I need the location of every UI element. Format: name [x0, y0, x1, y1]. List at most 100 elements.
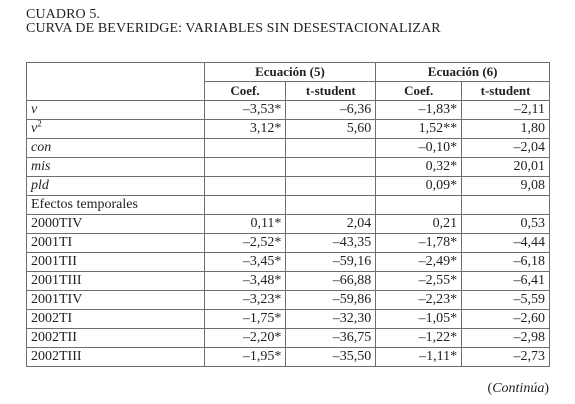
- table-cell: 5,60: [285, 119, 377, 139]
- continued-label: Continúa: [492, 381, 545, 396]
- table-cell: [285, 157, 377, 177]
- header-corner-cell: [26, 62, 205, 101]
- row-label: 2001TI: [26, 233, 205, 253]
- continued-note: (Continúa): [488, 381, 549, 397]
- table-row: Efectos temporales: [26, 195, 550, 215]
- table-row: 2001TIV –3,23* –59,86 –2,23* –5,59: [26, 290, 550, 310]
- table-row: 2001TIII –3,48* –66,88 –2,55* –6,41: [26, 271, 550, 291]
- table-cell: –35,50: [285, 347, 377, 367]
- subheader-tstudent-eq6: t-student: [461, 81, 550, 101]
- table-cell: 0,32*: [375, 157, 463, 177]
- table-cell: –2,60: [461, 309, 550, 329]
- table-row: v –3,53* –6,36 –1,83* –2,11: [26, 100, 550, 120]
- table-row: con –0,10* –2,04: [26, 138, 550, 158]
- table-cell: 1,80: [461, 119, 550, 139]
- table-cell: –0,10*: [375, 138, 463, 158]
- table-cell: –1,22*: [375, 328, 463, 348]
- row-label: 2002TI: [26, 309, 205, 329]
- table-row: v2 3,12* 5,60 1,52** 1,80: [26, 118, 550, 139]
- table-cell: [285, 195, 377, 215]
- subheader-coef-eq6: Coef.: [375, 81, 463, 101]
- table-cell: [285, 176, 377, 196]
- row-label: 2001TII: [26, 252, 205, 272]
- row-label-text: 2002TIII: [31, 349, 82, 364]
- row-label: 2002TII: [26, 328, 205, 348]
- table-cell: –43,35: [285, 233, 377, 253]
- row-label: 2002TIII: [26, 347, 205, 367]
- table-cell: 0,09*: [375, 176, 463, 196]
- table-cell: –2,98: [461, 328, 550, 348]
- subheader-coef-eq5: Coef.: [203, 81, 287, 101]
- table-cell: –6,18: [461, 252, 550, 272]
- table-cell: [461, 195, 550, 215]
- table-cell: –1,95*: [203, 347, 287, 367]
- table-cell: –1,11*: [375, 347, 463, 367]
- row-label-text: 2001TII: [31, 254, 77, 269]
- table-cell: –2,11: [461, 100, 550, 120]
- table-cell: –66,88: [285, 271, 377, 291]
- continued-open-paren: (: [487, 381, 493, 396]
- table-title: CURVA DE BEVERIDGE: VARIABLES SIN DESEST…: [26, 21, 441, 36]
- row-label-text: v: [31, 102, 38, 117]
- continued-close-paren: ): [544, 381, 549, 396]
- row-label-text: 2002TII: [31, 330, 77, 345]
- header-group-row: Ecuación (5) Ecuación (6): [26, 62, 550, 101]
- page: CUADRO 5. CURVA DE BEVERIDGE: VARIABLES …: [0, 0, 575, 36]
- row-label-text: 2002TI: [31, 311, 73, 326]
- table-title-number: CUADRO 5.: [26, 7, 101, 22]
- row-label: v: [26, 100, 205, 120]
- table-cell: –5,59: [461, 290, 550, 310]
- table-cell: –36,75: [285, 328, 377, 348]
- table-cell: –1,05*: [375, 309, 463, 329]
- table-cell: –1,75*: [203, 309, 287, 329]
- table-cell: –2,73: [461, 347, 550, 367]
- row-label: mis: [26, 157, 205, 177]
- table-cell: [203, 157, 287, 177]
- table-cell: –2,49*: [375, 252, 463, 272]
- table-row: mis 0,32* 20,01: [26, 157, 550, 177]
- table-row: 2001TI –2,52* –43,35 –1,78* –4,44: [26, 233, 550, 253]
- row-label-text: Efectos temporales: [31, 197, 138, 212]
- row-label: 2001TIII: [26, 271, 205, 291]
- table-cell: [375, 195, 463, 215]
- row-label-text: v: [31, 121, 38, 136]
- table-cell: –59,16: [285, 252, 377, 272]
- table-row: pld 0,09* 9,08: [26, 176, 550, 196]
- table-cell: –2,20*: [203, 328, 287, 348]
- table-cell: 2,04: [285, 214, 377, 234]
- row-label: 2001TIV: [26, 290, 205, 310]
- table-cell: [285, 138, 377, 158]
- table-cell: –6,41: [461, 271, 550, 291]
- row-label: v2: [26, 118, 205, 139]
- row-label-text: con: [31, 140, 52, 155]
- table-cell: 3,12*: [203, 119, 287, 139]
- table-cell: –4,44: [461, 233, 550, 253]
- group-header-eq6: Ecuación (6): [375, 62, 550, 82]
- table-cell: –3,53*: [203, 100, 287, 120]
- table-cell: [203, 176, 287, 196]
- table-row: 2000TIV 0,11* 2,04 0,21 0,53: [26, 214, 550, 234]
- table-row: 2001TII –3,45* –59,16 –2,49* –6,18: [26, 252, 550, 272]
- table-cell: –3,48*: [203, 271, 287, 291]
- row-label: con: [26, 138, 205, 158]
- table-cell: 0,11*: [203, 214, 287, 234]
- table-cell: –3,23*: [203, 290, 287, 310]
- table-cell: –59,86: [285, 290, 377, 310]
- table-cell: 9,08: [461, 176, 550, 196]
- table-cell: 20,01: [461, 157, 550, 177]
- row-label-text: mis: [31, 159, 51, 174]
- table-cell: 0,53: [461, 214, 550, 234]
- table-cell: –2,55*: [375, 271, 463, 291]
- row-label-text: 2001TIII: [31, 273, 82, 288]
- subheader-tstudent-eq5: t-student: [285, 81, 377, 101]
- row-label-superscript: 2: [37, 118, 42, 129]
- row-label-text: 2001TIV: [31, 292, 83, 307]
- row-label: pld: [26, 176, 205, 196]
- row-label-text: 2001TI: [31, 235, 73, 250]
- table-row: 2002TI –1,75* –32,30 –1,05* –2,60: [26, 309, 550, 329]
- row-label: 2000TIV: [26, 214, 205, 234]
- row-label-text: 2000TIV: [31, 216, 83, 231]
- row-label-text: pld: [31, 178, 49, 193]
- table-cell: –1,83*: [375, 100, 463, 120]
- table-cell: –1,78*: [375, 233, 463, 253]
